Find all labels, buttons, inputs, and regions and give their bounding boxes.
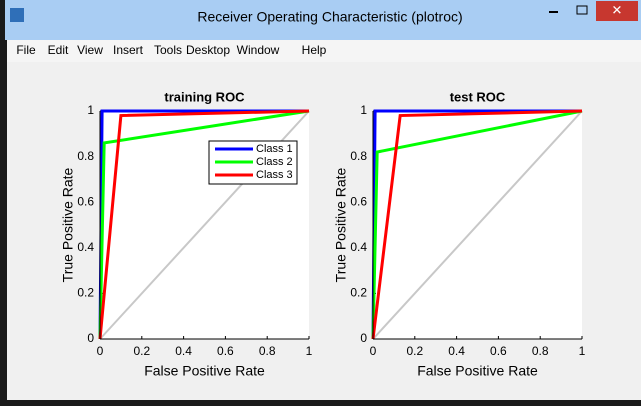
menu-item[interactable]: Insert — [113, 43, 144, 57]
y-tick-label: 0.6 — [77, 194, 94, 208]
menu: File Edit View Insert Tools Desktop Window Help — [16, 43, 326, 57]
x-tick-label: 1 — [579, 344, 586, 358]
y-tick-label: 0.6 — [350, 194, 367, 208]
legend-label: Class 3 — [256, 169, 293, 181]
x-axis-label: False Positive Rate — [144, 363, 265, 379]
x-tick-label: 0.6 — [217, 344, 234, 358]
app-icon — [10, 8, 24, 22]
menu-item[interactable]: Help — [302, 43, 327, 57]
x-tick-label: 0.8 — [532, 344, 549, 358]
y-tick-label: 0.8 — [77, 149, 94, 163]
menu-item[interactable]: File — [16, 43, 36, 57]
maximize-icon — [576, 5, 588, 15]
close-icon: ✕ — [612, 2, 623, 17]
y-tick-label: 0.2 — [350, 286, 367, 300]
menu-bar — [7, 40, 641, 62]
chart-title: test ROC — [450, 89, 506, 104]
charts: training ROC False Positive Rate True Posi… — [60, 89, 586, 378]
menu-item[interactable]: Window — [237, 43, 280, 57]
y-axis-label: True Positive Rate — [60, 167, 76, 282]
series-line — [98, 109, 310, 340]
series-line — [371, 109, 583, 340]
title-bar-edge — [5, 34, 641, 40]
menu-item[interactable]: View — [77, 43, 103, 57]
y-tick-label: 1 — [87, 103, 94, 117]
series-line — [98, 109, 310, 340]
menu-item[interactable]: Desktop — [186, 43, 230, 57]
y-axis-label: True Positive Rate — [333, 167, 349, 282]
x-tick-label: 0 — [370, 344, 377, 358]
x-tick-label: 0.4 — [448, 344, 465, 358]
x-tick-label: 0.4 — [175, 344, 192, 358]
chart-title: training ROC — [164, 89, 245, 104]
legend-label: Class 1 — [256, 143, 293, 155]
y-tick-label: 0 — [360, 331, 367, 345]
legend-label: Class 2 — [256, 156, 293, 168]
title-bar — [5, 0, 641, 34]
y-tick-label: 0 — [87, 331, 94, 345]
y-tick-label: 0.4 — [350, 240, 367, 254]
x-tick-label: 1 — [306, 344, 313, 358]
menu-item[interactable]: Edit — [48, 43, 69, 57]
x-tick-label: 0.2 — [406, 344, 423, 358]
x-tick-label: 0.6 — [490, 344, 507, 358]
y-tick-label: 0.2 — [77, 286, 94, 300]
reference-line — [372, 110, 583, 340]
x-tick-label: 0 — [97, 344, 104, 358]
series-line — [371, 109, 583, 340]
x-tick-label: 0.8 — [259, 344, 276, 358]
close-button[interactable] — [596, 1, 638, 21]
y-tick-label: 1 — [360, 103, 367, 117]
menu-item[interactable]: Tools — [154, 43, 182, 57]
y-tick-label: 0.8 — [350, 149, 367, 163]
window-title: Receiver Operating Characteristic (plotr… — [197, 9, 462, 25]
x-tick-label: 0.2 — [133, 344, 150, 358]
x-axis-label: False Positive Rate — [417, 363, 538, 379]
y-tick-label: 0.4 — [77, 240, 94, 254]
